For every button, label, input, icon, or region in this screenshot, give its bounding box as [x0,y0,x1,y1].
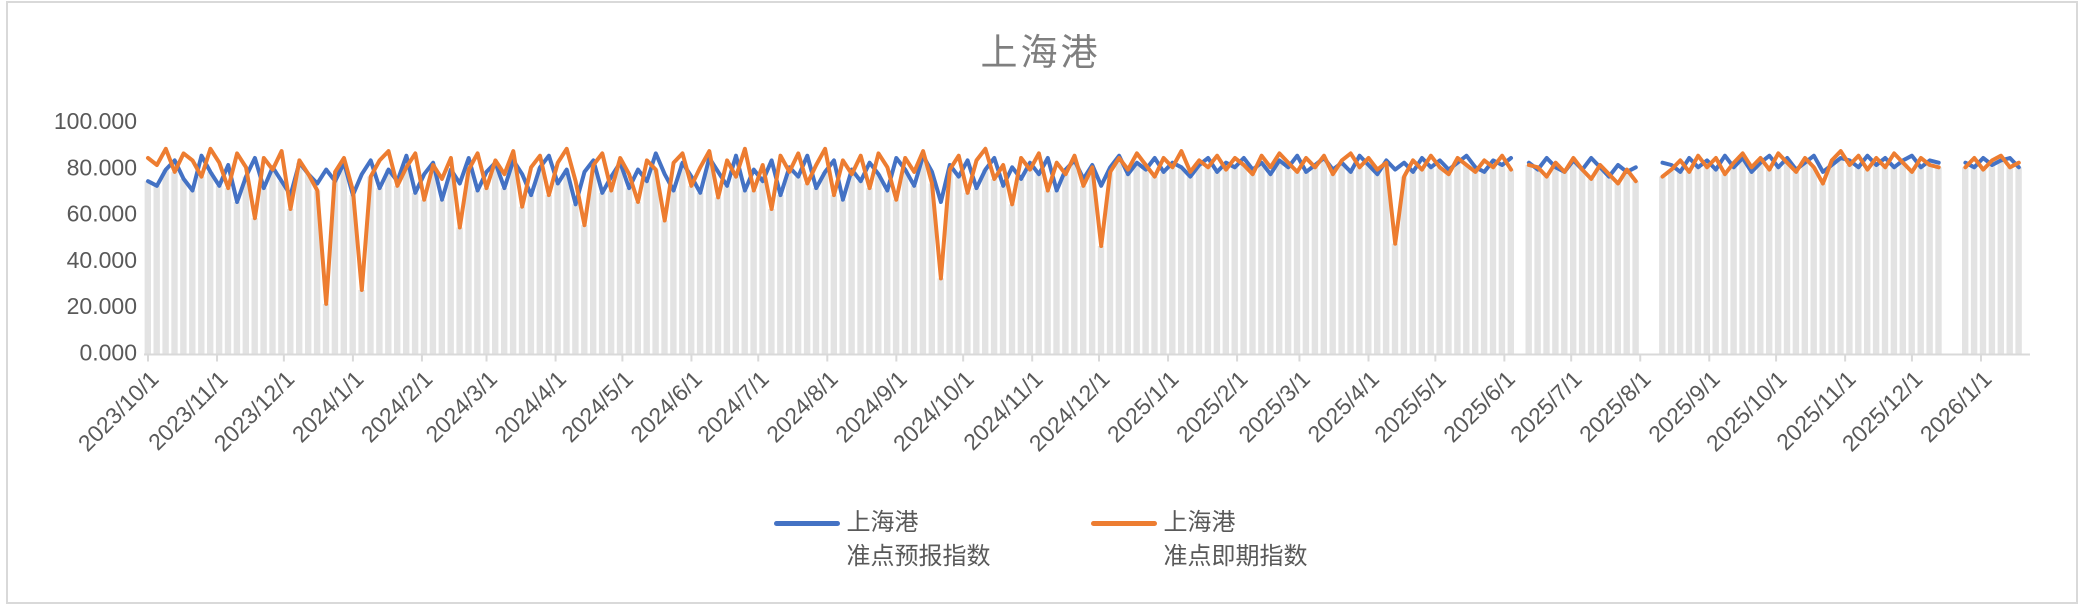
x-axis-label: 2024/5/1 [556,366,638,448]
series-line-spot[interactable] [146,146,2021,306]
forecast-line-swatch [773,521,840,526]
legend: 上海港 准点预报指数 上海港 准点即期指数 [0,506,2081,574]
legend-item-spot[interactable]: 上海港 准点即期指数 [1090,506,1308,574]
x-axis-label: 2024/1/1 [287,366,369,448]
y-axis: 100.000 80.000 60.000 40.000 20.000 0.000 [54,108,137,366]
x-axis-label: 2025/7/1 [1505,366,1587,448]
x-axis-label: 2025/8/1 [1574,366,1656,448]
y-axis-label: 80.000 [67,154,137,180]
background-bars [144,155,2022,354]
x-axis-label: 2026/1/1 [1915,366,1997,448]
y-axis-label: 60.000 [67,201,137,227]
x-axis-label: 2024/3/1 [420,366,502,448]
x-axis-label: 2024/6/1 [625,366,707,448]
y-axis-label: 0.000 [79,340,137,366]
y-axis-label: 40.000 [67,247,137,273]
legend-label-spot: 上海港 准点即期指数 [1163,509,1308,570]
x-axis-label: 2025/4/1 [1302,366,1384,448]
x-axis-label: 2025/5/1 [1369,366,1451,448]
x-axis-label: 2025/6/1 [1438,366,1520,448]
x-axis-label: 2024/8/1 [761,366,843,448]
x-axis: 2023/10/12023/11/12023/12/12024/1/12024/… [73,353,2030,456]
y-axis-label: 100.000 [54,108,137,134]
chart-title[interactable]: 上海港 [980,32,1101,73]
legend-label-forecast: 上海港 准点预报指数 [846,509,991,570]
x-axis-label: 2024/7/1 [692,366,774,448]
x-axis-label: 2025/1/1 [1102,366,1184,448]
x-axis-label: 2024/4/1 [489,366,571,448]
legend-item-forecast[interactable]: 上海港 准点预报指数 [773,506,991,574]
spot-line-swatch [1090,521,1157,526]
y-axis-label: 20.000 [67,293,137,319]
